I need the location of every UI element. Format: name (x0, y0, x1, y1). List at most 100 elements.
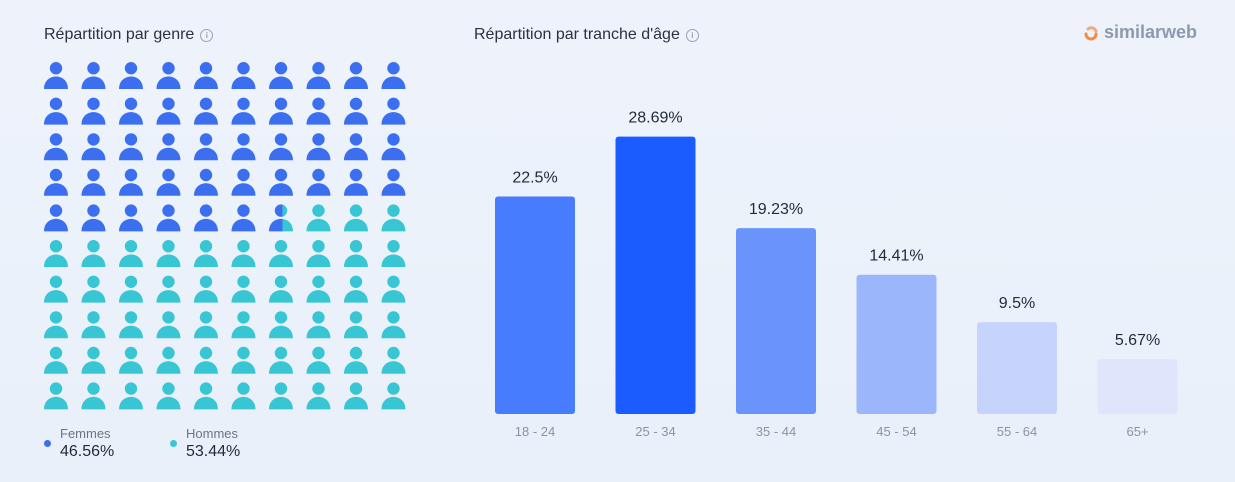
person-icon (381, 240, 406, 267)
person-icon (119, 346, 143, 374)
similarweb-logo-icon (1084, 25, 1098, 40)
person-icon (194, 97, 218, 125)
person-icon (119, 240, 143, 267)
person-icon (194, 311, 218, 339)
person-icon (269, 311, 293, 339)
person-icon (344, 275, 368, 303)
person-icon (231, 62, 256, 89)
person-icon (156, 311, 181, 339)
person-icon (119, 275, 143, 303)
bar-2534[interactable] (615, 136, 696, 414)
person-icon (194, 62, 218, 89)
x-tick-label: 25 - 34 (635, 424, 675, 439)
person-icon (269, 168, 293, 196)
person-icon (381, 382, 406, 410)
bar-65+[interactable] (1097, 359, 1178, 414)
person-icon (81, 311, 106, 339)
person-icon (44, 168, 68, 196)
person-icon (156, 240, 181, 267)
person-icon (381, 97, 406, 125)
person-icon (306, 275, 331, 303)
age-bar-chart: 22.5% 18 - 24 28.69% 25 - 34 19.23% 35 - 44 14… (495, 110, 1178, 439)
person-icon (81, 204, 106, 232)
person-icon (119, 97, 143, 125)
person-icon (119, 311, 143, 339)
person-icon (81, 382, 106, 410)
person-icon (306, 240, 331, 267)
person-icon (81, 133, 106, 161)
gender-title-text: Répartition par genre (44, 26, 195, 43)
person-icon (44, 382, 68, 410)
person-icon (231, 204, 256, 232)
person-icon (194, 382, 218, 410)
person-icon (231, 275, 256, 303)
person-icon (231, 97, 256, 125)
person-icon (194, 240, 218, 267)
person-icon (231, 240, 256, 267)
person-icon (306, 311, 331, 339)
person-icon (344, 62, 368, 89)
person-icon (381, 168, 406, 196)
data-label: 28.69% (628, 110, 682, 127)
data-label: 19.23% (749, 201, 803, 218)
person-icon (156, 346, 181, 374)
person-icon (81, 168, 106, 196)
bar-5564[interactable] (977, 322, 1057, 414)
info-icon[interactable]: i (200, 28, 214, 42)
person-icon (344, 168, 368, 196)
person-icon (306, 204, 331, 232)
person-icon (269, 346, 293, 374)
person-icon (44, 133, 68, 161)
info-icon[interactable]: i (685, 28, 699, 42)
legend-value-femmes: 46.56% (60, 443, 115, 460)
person-icon (269, 97, 293, 125)
person-icon (344, 240, 368, 267)
data-label: 22.5% (512, 170, 557, 187)
similarweb-logo: similarweb (1083, 22, 1197, 43)
person-icon (81, 346, 106, 374)
person-icon (344, 97, 368, 125)
person-icon (194, 275, 218, 303)
age-title-text: Répartition par tranche d'âge (474, 26, 680, 43)
person-icon (194, 346, 218, 374)
bar-3544[interactable] (736, 228, 816, 414)
person-icon (344, 346, 368, 374)
hommes-dot (170, 440, 177, 447)
x-tick-label: 18 - 24 (515, 424, 555, 439)
person-icon (119, 204, 143, 232)
logo-text: similarweb (1103, 22, 1197, 42)
data-label: 14.41% (869, 248, 923, 265)
bar-1824[interactable] (495, 196, 575, 415)
person-icon (119, 382, 143, 410)
person-icon (269, 275, 293, 303)
person-icon (269, 62, 293, 89)
person-icon (194, 168, 218, 196)
person-icon (269, 382, 293, 410)
gender-people-grid (44, 62, 406, 410)
person-icon (381, 346, 406, 374)
person-icon (44, 204, 68, 232)
person-icon (306, 382, 331, 410)
person-icon (81, 62, 106, 89)
person-icon (44, 346, 68, 374)
person-icon (344, 204, 368, 232)
person-icon (381, 62, 406, 89)
person-icon (119, 168, 143, 196)
x-tick-label: 45 - 54 (876, 424, 916, 439)
person-icon (381, 311, 406, 339)
person-icon (156, 168, 181, 196)
x-tick-label: 55 - 64 (997, 424, 1037, 439)
legend-value-hommes: 53.44% (186, 443, 241, 460)
bar-4554[interactable] (856, 274, 937, 414)
person-icon (306, 133, 331, 161)
person-icon (44, 62, 68, 89)
person-icon (269, 204, 293, 232)
person-icon (81, 275, 106, 303)
data-label: 9.5% (999, 295, 1035, 312)
person-icon (194, 133, 218, 161)
person-icon (44, 311, 68, 339)
person-icon (306, 97, 331, 125)
person-icon (156, 382, 181, 410)
data-label: 5.67% (1115, 332, 1160, 349)
